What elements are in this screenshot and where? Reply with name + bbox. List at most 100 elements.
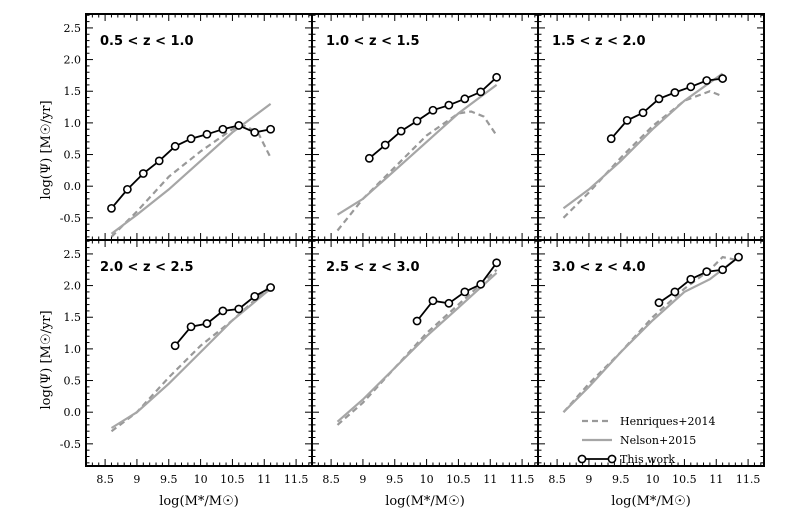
data-point [138,169,148,178]
x-tick-label: 11 [709,473,723,486]
data-point [218,124,228,134]
data-point [396,126,406,136]
data-point [428,105,438,115]
data-point [686,274,696,284]
x-tick-label: 11.5 [736,473,761,486]
x-tick-label: 11.5 [510,473,535,486]
redshift-label: 1.0 < z < 1.5 [326,34,420,49]
y-tick-label: 1.5 [64,311,82,324]
data-point [266,283,276,292]
legend-marker [607,454,617,464]
data-point [460,94,470,104]
x-tick-label: 9 [359,473,366,486]
x-tick-label: 9 [133,473,140,486]
legend: Henriques+2014 Nelson+2015 This work [577,415,715,466]
data-point [170,141,180,151]
panel-2: 1.0 < z < 1.5 [311,13,539,241]
data-point [170,341,180,351]
data-point [606,134,616,144]
y-tick-label: 0.0 [64,406,82,419]
y-tick-label: 1.0 [64,117,82,130]
x-tick-label: 10.5 [446,473,471,486]
data-point [107,203,116,213]
panel-6: 8.5 9 9.5 10 10.5 11 11.5 3.0 < z < 4.0 [537,239,765,486]
x-tick-label: 8.5 [548,473,566,486]
data-point [476,279,486,289]
x-tick-label: 10 [420,473,434,486]
ticks [312,14,538,240]
x-tick-label: 10.5 [672,473,697,486]
data-point [444,298,454,308]
panel-5: 8.5 9 9.5 10 10.5 11 11.5 2.5 < z < 3.0 [311,239,539,486]
series-this-work [610,77,723,140]
series-henriques-2014 [336,110,498,232]
y-tick-label: 2.0 [64,54,82,67]
data-point [702,76,712,85]
x-tick-label: 9.5 [612,473,630,486]
panel-frame [537,239,765,467]
ticks [538,240,764,466]
data-point [234,121,244,130]
redshift-label: 3.0 < z < 4.0 [552,260,646,275]
data-point [186,134,196,144]
y-tick-label: 1.5 [64,85,82,98]
data-point [638,108,648,118]
data-point [122,184,132,194]
y-tick-label: 1.0 [64,343,82,356]
data-point [186,322,196,332]
x-axis-label-left: log(M*/M☉) [159,494,239,509]
data-point [622,115,632,125]
ticks [538,14,764,240]
data-point [412,316,422,326]
x-tick-label: 11 [257,473,271,486]
x-tick-label: 8.5 [96,473,114,486]
ticks [312,240,538,466]
data-point [734,252,743,262]
redshift-label: 0.5 < z < 1.0 [100,34,194,49]
legend-label: Nelson+2015 [620,434,696,447]
y-tick-label: -0.5 [60,438,81,451]
data-point [202,319,212,328]
series-this-work [416,262,498,322]
data-point [380,140,390,150]
data-point [670,88,680,97]
data-point [492,258,502,268]
data-point [154,156,164,166]
data-point [654,298,664,308]
y-tick-label: -0.5 [60,212,81,225]
series-henriques-2014 [562,255,739,413]
series-henriques-2014 [562,90,724,219]
x-tick-label: 11 [483,473,497,486]
data-point [218,306,228,316]
data-point [250,127,260,137]
data-point [202,129,212,139]
series-nelson-2015 [562,256,740,413]
redshift-label: 1.5 < z < 2.0 [552,34,646,49]
legend-label: Henriques+2014 [620,415,715,428]
panel-1: -0.5 0.0 0.5 1.0 1.5 2.0 2.5 0.5 < z < 1.0 [60,13,313,241]
x-tick-label: 10 [194,473,208,486]
y-tick-label: 2.0 [64,280,82,293]
panel-4: -0.5 0.0 0.5 1.0 1.5 2.0 2.5 8.5 9 9.5 10 10.5 11 11.… [60,239,313,486]
x-tick-label: 10 [646,473,660,486]
x-tick-label: 9.5 [386,473,404,486]
data-point [266,124,276,134]
legend-label: This work [620,453,675,466]
data-point [460,287,470,297]
legend-marker [577,454,587,464]
x-axis-label-right: log(M*/M☉) [611,494,691,509]
y-tick-label: 0.0 [64,180,82,193]
data-point [476,87,486,97]
x-tick-label: 9.5 [160,473,178,486]
series-nelson-2015 [336,84,498,216]
data-point [492,72,502,82]
data-point [364,153,374,163]
data-point [686,82,696,92]
y-axis-label-bottom-row: log(Ψ) [M☉/yr] [39,310,54,409]
series-henriques-2014 [110,124,272,238]
redshift-label: 2.0 < z < 2.5 [100,260,194,275]
x-axis-label-middle: log(M*/M☉) [385,494,465,509]
series-this-work [658,256,740,304]
data-point [718,265,728,275]
